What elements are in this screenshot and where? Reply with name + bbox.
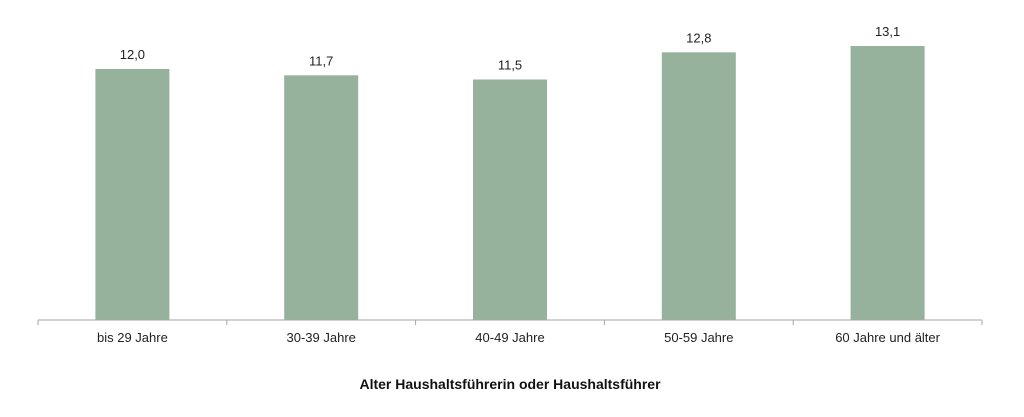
bar-3 — [661, 52, 736, 321]
bar-4 — [850, 46, 925, 320]
x-tick-labels-group: bis 29 Jahre 30-39 Jahre 40-49 Jahre 50-59 … — [97, 330, 941, 345]
x-axis-ticks — [37, 320, 983, 325]
bar-value-label-3: 12,8 — [686, 30, 711, 45]
bar-value-label-4: 13,1 — [875, 24, 900, 39]
x-tick-label-2: 40-49 Jahre — [475, 330, 544, 345]
x-tick-label-0: bis 29 Jahre — [97, 330, 168, 345]
x-tick-label-3: 50-59 Jahre — [664, 330, 733, 345]
bar-2 — [473, 79, 547, 320]
bar-value-label-0: 12,0 — [120, 47, 145, 62]
bar-value-label-2: 11,5 — [498, 58, 522, 73]
x-axis-title: Alter Haushaltsführerin oder Haushaltsfü… — [359, 376, 661, 392]
bar-0 — [95, 69, 170, 320]
x-tick-label-1: 30-39 Jahre — [287, 330, 356, 345]
x-tick-label-4: 60 Jahre und älter — [835, 330, 940, 345]
bar-value-label-1: 11,7 — [309, 53, 333, 68]
bar-1 — [284, 75, 359, 320]
value-labels-group: 12,0 11,7 11,5 12,8 13,1 — [120, 24, 901, 73]
bars-group — [95, 46, 925, 321]
